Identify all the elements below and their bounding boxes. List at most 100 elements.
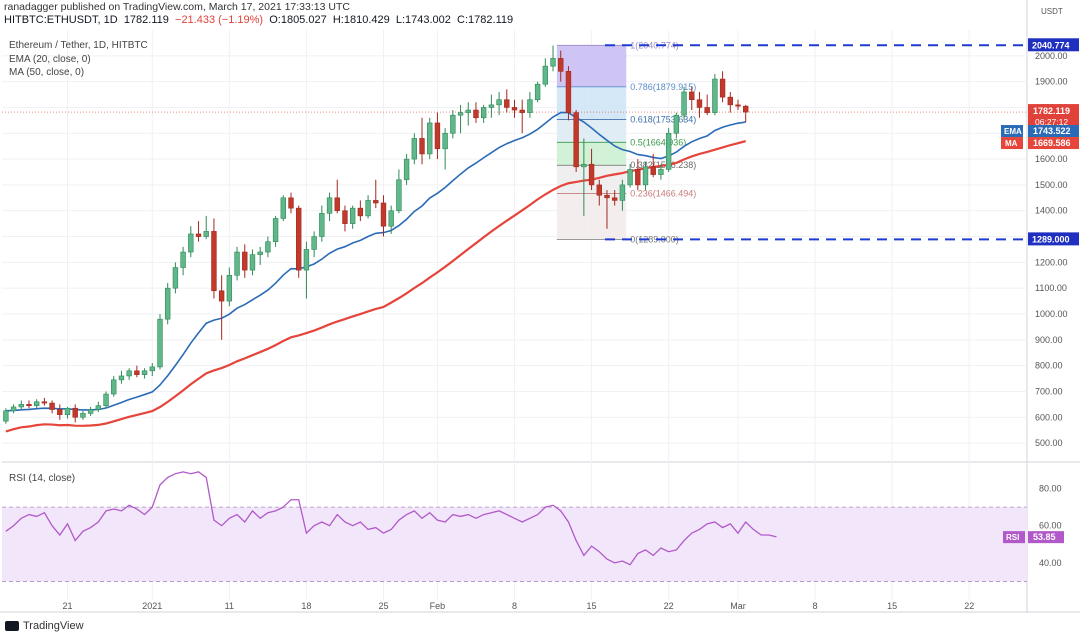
ema-line [5, 111, 746, 412]
candle-body [534, 83, 541, 101]
countdown-label: 06:27:12 [1035, 117, 1068, 127]
ma-line [5, 140, 746, 433]
candle-body [635, 169, 641, 186]
candle-body [457, 112, 464, 116]
candle-body [596, 184, 602, 196]
ema-tag-label: EMA [1004, 127, 1022, 136]
candle-body [727, 96, 733, 106]
y-tick-label: 1500.00 [1035, 180, 1068, 190]
candle-body [427, 122, 433, 155]
candle-body [519, 109, 525, 113]
candle-body [334, 197, 340, 212]
rsi-tick-label: 80.00 [1039, 484, 1062, 494]
fib-level-label: 1(2040.774) [630, 40, 679, 50]
ema-value-badge [1028, 125, 1079, 138]
candle-body [380, 202, 387, 227]
candle-body [689, 91, 695, 101]
candle-body [118, 375, 125, 381]
level-price-label: 1289.000 [1032, 234, 1070, 244]
candle-body [743, 105, 749, 113]
candle-body [195, 233, 202, 237]
last-price-badge [1028, 104, 1079, 129]
candle-body [272, 218, 279, 243]
candle-body [226, 274, 233, 302]
candle-body [303, 249, 310, 271]
legend-rsi[interactable]: RSI (14, close) [9, 473, 76, 484]
rsi-value-label: 53.85 [1033, 532, 1056, 542]
candle-body [719, 78, 726, 98]
candle-body [265, 241, 271, 253]
candle-body [658, 169, 664, 175]
candle-body [326, 197, 333, 214]
candle-body [134, 370, 140, 375]
last-value: 1782.119 [123, 14, 169, 26]
y-tick-label: 1900.00 [1035, 77, 1068, 87]
candle-body [450, 114, 456, 134]
legend-title[interactable]: Ethereum / Tether, 1D, HITBTC [9, 40, 148, 51]
y-tick-label: 1200.00 [1035, 257, 1068, 267]
last-price-label: 1782.119 [1033, 106, 1070, 116]
symbol-ohlc-line: HITBTC:ETHUSDT, 1D 1782.119 −21.433 (−1.… [4, 14, 513, 26]
candle-body [342, 210, 348, 224]
candle-body [10, 406, 17, 412]
candle-body [681, 91, 687, 116]
x-tick-label: Mar [730, 601, 746, 611]
candle-body [611, 197, 618, 201]
candle-body [319, 213, 325, 237]
candle-body [419, 138, 425, 155]
candle-body [357, 207, 364, 217]
candle-body [296, 207, 302, 271]
candle-body [49, 402, 55, 410]
legend-ma[interactable]: MA (50, close, 0) [9, 67, 85, 78]
candle-body [604, 194, 610, 199]
ma-value-label: 1669.586 [1033, 138, 1071, 148]
candle-body [434, 122, 441, 150]
candle-body [704, 107, 710, 113]
candle-body [249, 254, 256, 271]
x-tick-label: 2021 [142, 601, 162, 611]
fib-level-label: 0.5(1664.936) [630, 137, 686, 147]
candle-body [665, 132, 672, 170]
candle-body [365, 200, 371, 217]
footer-brand: TradingView [23, 620, 84, 632]
candle-body [188, 233, 194, 253]
tradingview-footer[interactable]: TradingView [5, 620, 84, 632]
candle-body [511, 107, 518, 111]
candle-body [403, 158, 410, 181]
candle-body [288, 197, 294, 209]
candle-body [411, 138, 418, 160]
candle-body [442, 132, 448, 150]
candle-body [473, 109, 479, 119]
rsi-value-badge [1028, 531, 1064, 544]
candle-body [218, 290, 225, 302]
candle-body [180, 251, 186, 268]
open-value: O:1805.027 [269, 14, 327, 26]
candle-body [257, 251, 263, 255]
legend-ema[interactable]: EMA (20, close, 0) [9, 54, 91, 65]
symbol-label[interactable]: HITBTC:ETHUSDT, 1D [4, 14, 118, 26]
y-tick-label: 700.00 [1035, 386, 1063, 396]
fib-level-label: 0.236(1466.494) [630, 189, 696, 199]
candle-body [242, 251, 248, 271]
publisher-line: ranadagger published on TradingView.com,… [4, 1, 350, 13]
candle-body [565, 71, 572, 113]
candle-body [3, 410, 9, 422]
candle-body [588, 163, 595, 186]
rsi-tag [1003, 531, 1025, 544]
ma-tag [1001, 137, 1023, 150]
candle-body [488, 104, 495, 108]
candle-body [558, 58, 564, 72]
candle-body [573, 112, 579, 168]
candle-body [157, 318, 163, 368]
candle-body [504, 99, 510, 108]
candle-body [72, 407, 78, 418]
candle-body [234, 251, 240, 276]
candle-body [80, 413, 86, 418]
candle-body [542, 65, 549, 85]
candle-body [211, 231, 217, 292]
high-value: H:1810.429 [332, 14, 390, 26]
level-price-label: 2040.774 [1032, 40, 1070, 50]
y-tick-label: 1400.00 [1035, 206, 1068, 216]
candle-body [465, 109, 471, 113]
